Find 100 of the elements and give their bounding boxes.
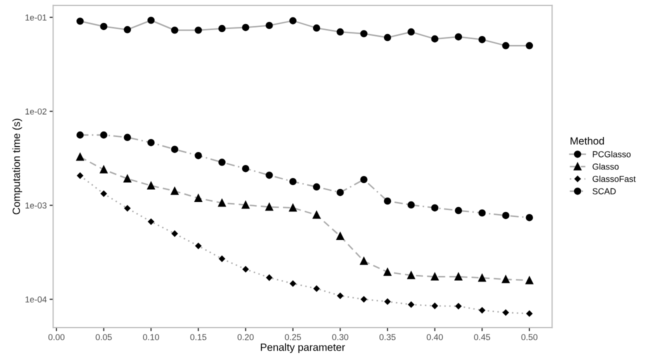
- point: [218, 256, 226, 262]
- point: [384, 298, 391, 305]
- point: [100, 190, 107, 197]
- x-tick-label: 0.35: [379, 334, 396, 340]
- point: [100, 131, 108, 139]
- point: [266, 172, 273, 179]
- point: [337, 292, 344, 299]
- point: [147, 182, 155, 190]
- point: [147, 16, 155, 24]
- point: [479, 307, 486, 314]
- point: [171, 146, 178, 153]
- x-tick-label: 0.10: [142, 334, 160, 340]
- y-tick-label: 1e-03: [26, 202, 47, 209]
- legend-label: SCAD: [592, 188, 616, 194]
- point: [526, 42, 534, 50]
- point: [384, 268, 392, 276]
- y-tick-label: 1e-01: [26, 14, 46, 21]
- x-tick-label: 0.15: [190, 334, 206, 340]
- point: [336, 28, 344, 36]
- y-tick-label: 1e-02: [26, 108, 46, 115]
- point: [432, 302, 438, 309]
- point: [408, 302, 414, 308]
- point: [502, 309, 509, 316]
- point: [148, 218, 154, 225]
- point: [431, 204, 438, 212]
- point: [290, 280, 296, 287]
- point: [124, 26, 131, 34]
- point: [172, 230, 178, 237]
- point: [312, 24, 320, 32]
- point: [170, 187, 179, 195]
- y-tick-label: 1e-04: [26, 296, 47, 303]
- point: [289, 204, 297, 212]
- point: [194, 194, 202, 202]
- point: [408, 28, 415, 36]
- point: [336, 188, 344, 196]
- x-tick-label: 0.05: [96, 334, 112, 340]
- point: [455, 303, 462, 310]
- point: [242, 201, 250, 209]
- point: [478, 274, 486, 282]
- point: [502, 212, 510, 220]
- point: [100, 166, 108, 174]
- point: [194, 26, 202, 34]
- point: [77, 172, 84, 179]
- point: [289, 178, 297, 186]
- point: [289, 17, 297, 24]
- point: [124, 205, 130, 212]
- point: [360, 257, 368, 265]
- point: [502, 276, 510, 284]
- point: [171, 26, 178, 34]
- point: [526, 214, 534, 222]
- point: [502, 42, 510, 50]
- point: [76, 131, 84, 139]
- y-axis-title: Computation time (s): [12, 118, 22, 214]
- point: [360, 296, 367, 302]
- point: [312, 211, 320, 219]
- point: [408, 201, 415, 209]
- point: [266, 274, 272, 281]
- point: [242, 164, 250, 172]
- point: [454, 272, 462, 281]
- point: [312, 183, 320, 191]
- point: [454, 206, 462, 214]
- point: [242, 24, 250, 32]
- point: [478, 36, 486, 44]
- legend-label: GlassoFast: [592, 176, 636, 182]
- x-tick-label: 0.25: [284, 334, 301, 340]
- point: [76, 153, 84, 161]
- point: [454, 33, 462, 40]
- point: [478, 209, 486, 217]
- x-tick-label: 0.50: [521, 334, 538, 340]
- point: [384, 197, 392, 205]
- point: [430, 272, 439, 281]
- x-tick-label: 0.20: [238, 334, 254, 340]
- x-tick-label: 0.30: [332, 334, 348, 340]
- point: [431, 35, 438, 42]
- x-tick-label: 0.00: [48, 334, 64, 340]
- point: [360, 176, 368, 184]
- point: [100, 22, 108, 30]
- point: [407, 271, 415, 280]
- x-tick-label: 0.40: [426, 334, 443, 340]
- x-axis-title: Penalty parameter: [260, 343, 346, 353]
- point: [195, 242, 202, 249]
- point: [218, 158, 226, 166]
- point: [147, 138, 155, 146]
- point: [384, 34, 392, 42]
- point: [266, 22, 273, 30]
- point: [124, 134, 131, 142]
- point: [194, 152, 202, 160]
- point: [360, 30, 368, 38]
- legend-label: Glasso: [592, 163, 619, 170]
- legend-title: Method: [570, 136, 604, 145]
- legend-label: PCGlasso: [592, 150, 631, 158]
- point: [526, 276, 534, 284]
- point: [265, 203, 274, 211]
- x-tick-label: 0.45: [474, 334, 490, 340]
- point: [336, 232, 344, 240]
- point: [218, 24, 226, 32]
- point: [242, 266, 249, 272]
- point: [314, 286, 320, 292]
- point: [76, 18, 84, 25]
- point: [124, 174, 132, 183]
